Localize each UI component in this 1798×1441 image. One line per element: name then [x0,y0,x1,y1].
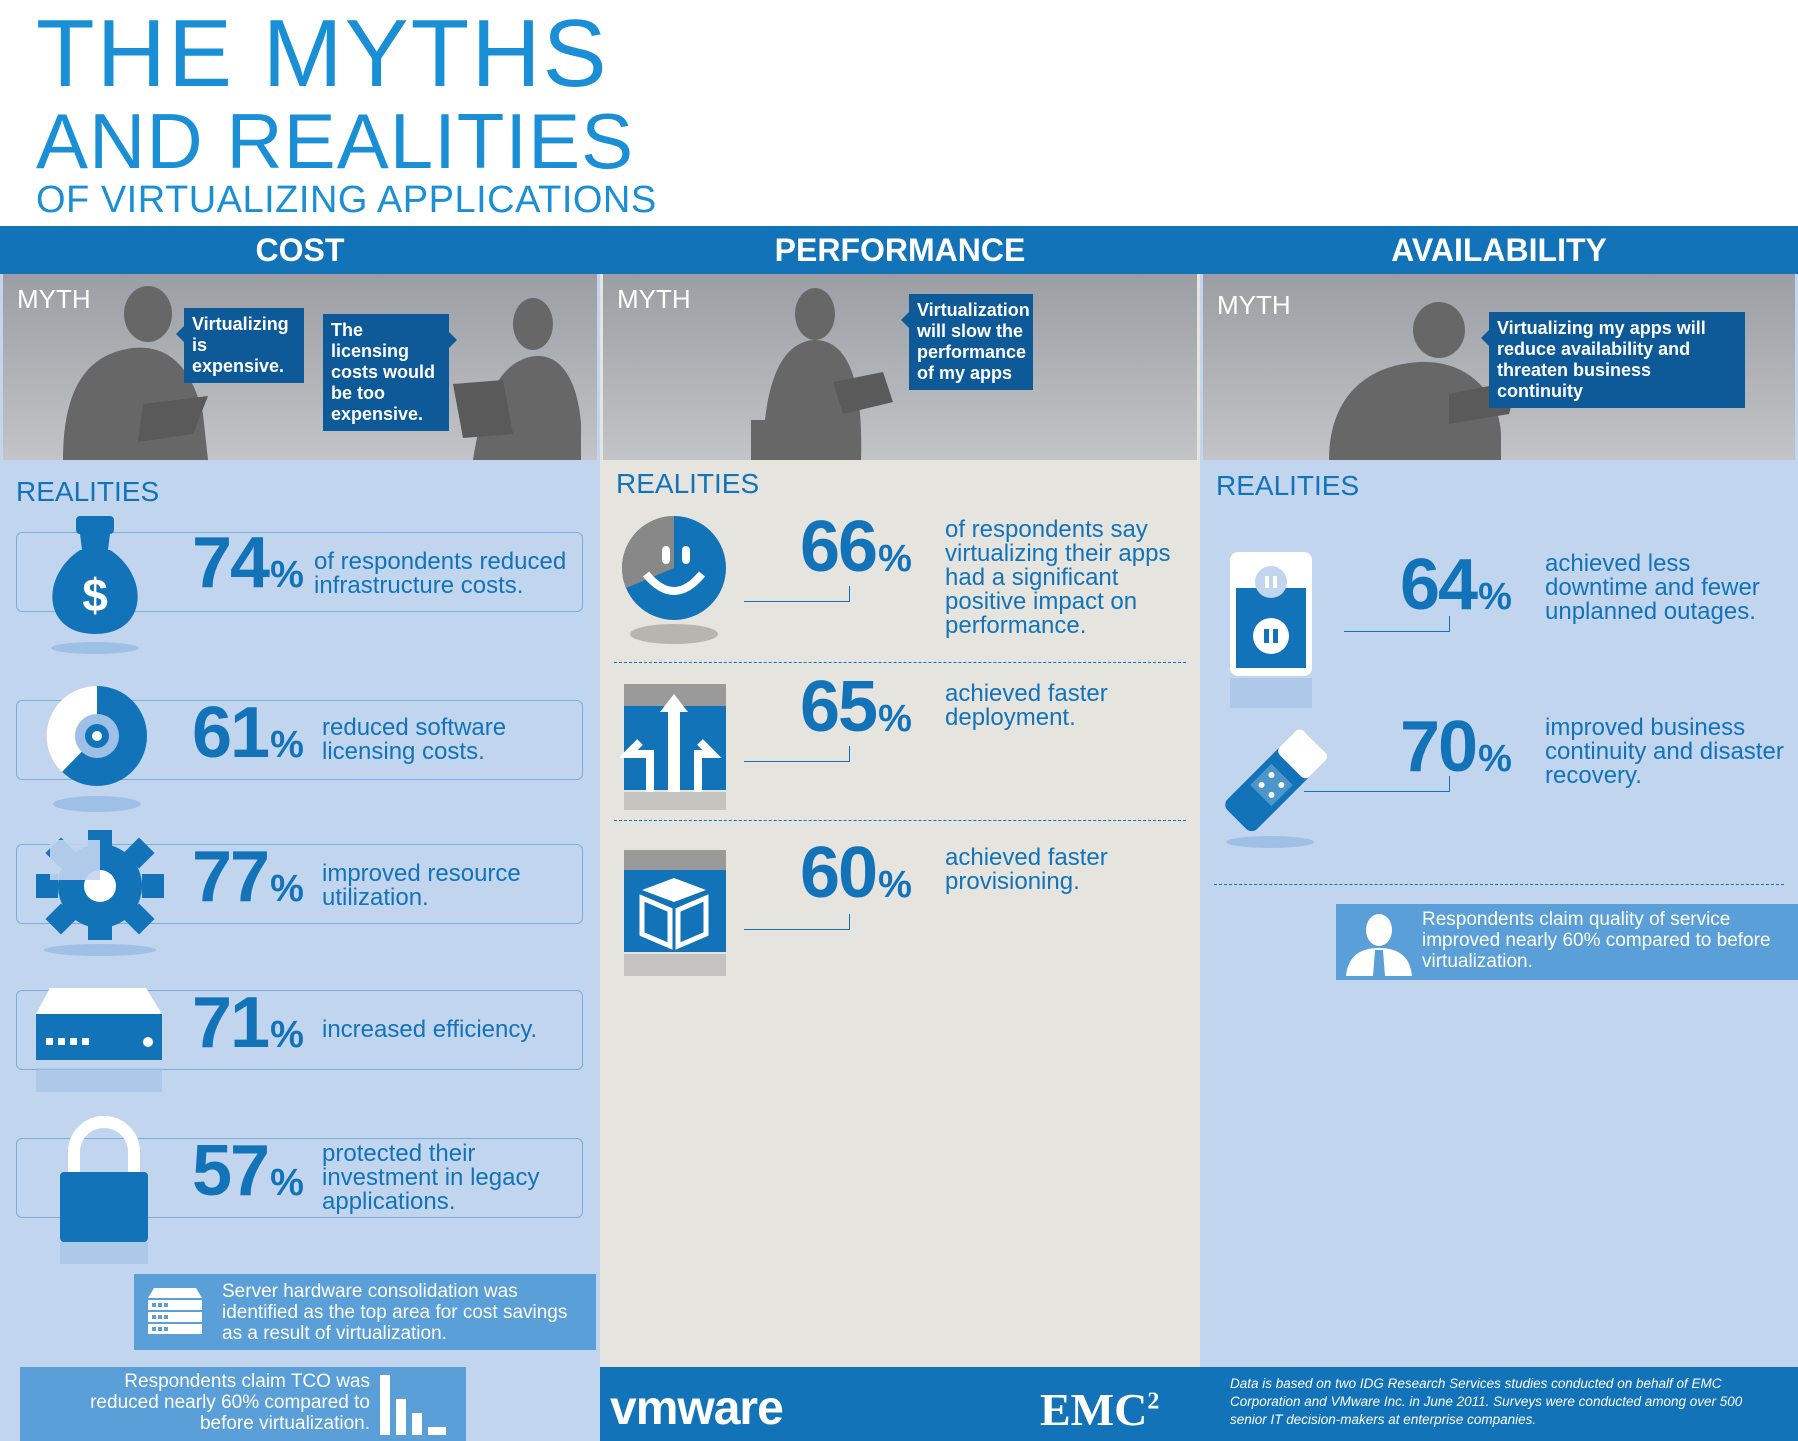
performance-column: PERFORMANCE MYTH Virtualization will slo… [600,226,1200,1441]
svg-text:$: $ [82,569,108,621]
cost-myth-bubble-1: Virtualizing is expensive. [176,308,304,383]
stat-bracket [744,746,850,762]
lock-icon [60,1116,148,1264]
availability-note-text: Respondents claim quality of service imp… [1422,909,1771,972]
performance-myth-area: MYTH Virtualization will slow the perfor… [603,274,1197,460]
box-icon [624,850,726,976]
stat-bracket [1344,616,1450,632]
cost-realities-label: REALITIES [16,476,160,507]
stat-percent: 77% [192,837,304,917]
stat-text: improved business continuity and disaste… [1545,714,1784,789]
arrows-icon [620,684,726,810]
server-icon [36,988,162,1092]
title-block: THE MYTHS AND REALITIES OF VIRTUALIZING … [36,0,657,221]
stat-text: of respondents say virtualizing their ap… [945,516,1171,639]
footer-source: Data is based on two IDG Research Servic… [1200,1367,1798,1441]
vmware-logo: vmware [610,1382,784,1435]
cost-header: COST [0,226,600,274]
stat-text: improved resource utilization. [322,860,521,911]
footer-tco-box: Respondents claim TCO was reduced nearly… [20,1367,466,1441]
performance-myth-bubble: Virtualization will slow the performance… [901,294,1033,390]
tco-note-text: Respondents claim TCO was reduced nearly… [90,1371,370,1434]
emc-logo: EMC2 [1040,1383,1159,1436]
money-bag-icon: $ [51,516,139,654]
performance-header: PERFORMANCE [600,226,1200,274]
stat-text: achieved faster deployment. [945,680,1108,731]
stat-divider [614,662,1186,663]
stat-percent: 74% [192,523,304,603]
availability-header: AVAILABILITY [1200,226,1798,274]
stat-text: achieved less downtime and fewer unplann… [1545,550,1760,625]
title-line-2: AND REALITIES [36,97,635,185]
cost-myth-bubble-2: The licensing costs would be too expensi… [323,314,457,431]
stat-percent: 65% [800,667,912,747]
bar-chart-icon [380,1375,446,1435]
smiley-icon [622,516,726,644]
stat-text: increased efficiency. [322,1016,538,1043]
stat-bracket [744,914,850,930]
cost-note-box: Server hardware consolidation was identi… [134,1274,596,1350]
person-laptop-icon [63,286,208,460]
availability-realities-label: REALITIES [1216,470,1360,501]
stat-percent: 61% [192,693,304,773]
stat-text: reduced software licensing costs. [322,714,507,765]
disc-icon [46,686,147,812]
stat-percent: 57% [192,1131,304,1211]
availability-note-box: Respondents claim quality of service imp… [1336,904,1798,980]
person-laptop-icon [453,298,581,460]
stat-bracket [1304,776,1450,792]
stat-divider [614,820,1186,821]
stat-divider [1214,884,1784,885]
availability-column: AVAILABILITY MYTH Virtualizing my apps w… [1200,226,1798,1441]
server-stack-icon [148,1288,202,1334]
title-line-1: THE MYTHS [36,0,609,107]
stat-percent: 70% [1400,707,1512,787]
cost-column: COST MYTH Virtualizing is expensive. The… [0,226,600,1441]
stat-percent: 66% [800,507,912,587]
emc-logo-text: EMC [1040,1384,1148,1435]
stat-text: of respondents reduced infrastructure co… [314,548,567,599]
stat-percent: 60% [800,833,912,913]
myth-label: MYTH [1217,290,1291,320]
emc-logo-sup: 2 [1147,1388,1160,1415]
gear-icon [36,830,164,956]
cost-note-text: Server hardware consolidation was identi… [222,1281,568,1344]
source-text: Data is based on two IDG Research Servic… [1230,1376,1743,1427]
myth-label: MYTH [17,284,91,314]
power-outlet-icon [1230,552,1312,708]
cost-myth-area: MYTH Virtualizing is expensive. The lice… [3,274,597,460]
stat-text: protected their investment in legacy app… [322,1140,540,1215]
footer-logos: vmware EMC2 [600,1367,1200,1441]
stat-text: achieved faster provisioning. [945,844,1108,895]
availability-myth-area: MYTH Virtualizing my apps will reduce av… [1203,274,1795,460]
availability-myth-bubble: Virtualizing my apps will reduce availab… [1481,312,1745,408]
stat-percent: 71% [192,983,304,1063]
myth-label: MYTH [617,284,691,314]
performance-realities-label: REALITIES [616,468,760,499]
stat-bracket [744,586,850,602]
title-line-3: OF VIRTUALIZING APPLICATIONS [36,179,657,221]
bandage-icon [1225,729,1327,848]
person-tablet-icon [751,288,893,460]
stat-percent: 64% [1400,545,1512,625]
person-tie-icon [1346,914,1412,976]
